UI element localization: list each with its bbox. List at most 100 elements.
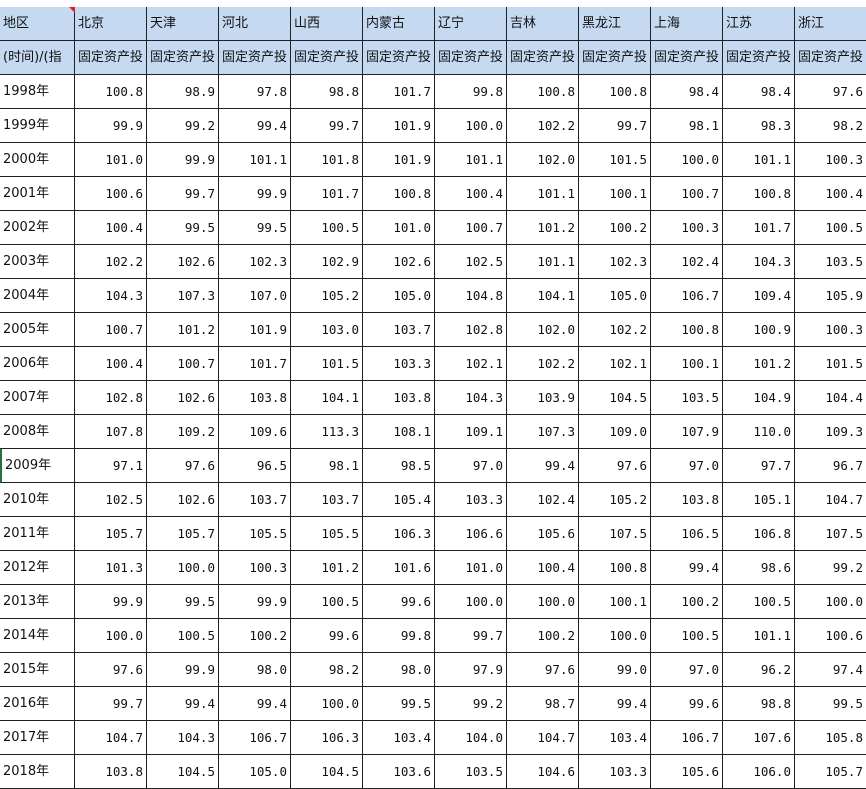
value-cell[interactable]: 105.0 <box>219 755 291 789</box>
value-cell[interactable]: 99.6 <box>651 687 723 721</box>
value-cell[interactable]: 105.5 <box>219 517 291 551</box>
value-cell[interactable]: 100.5 <box>651 619 723 653</box>
value-cell[interactable]: 104.3 <box>75 279 147 313</box>
year-cell[interactable]: 2011年 <box>0 517 75 551</box>
value-cell[interactable]: 99.7 <box>291 109 363 143</box>
value-cell[interactable]: 100.0 <box>651 143 723 177</box>
value-cell[interactable]: 103.8 <box>651 483 723 517</box>
value-cell[interactable]: 104.3 <box>435 381 507 415</box>
value-cell[interactable]: 101.9 <box>363 143 435 177</box>
value-cell[interactable]: 100.5 <box>723 585 795 619</box>
value-cell[interactable]: 101.7 <box>219 347 291 381</box>
year-cell[interactable]: 2014年 <box>0 619 75 653</box>
value-cell[interactable]: 109.2 <box>147 415 219 449</box>
value-cell[interactable]: 101.1 <box>219 143 291 177</box>
value-cell[interactable]: 100.7 <box>651 177 723 211</box>
value-cell[interactable]: 103.8 <box>219 381 291 415</box>
value-cell[interactable]: 101.2 <box>507 211 579 245</box>
value-cell[interactable]: 103.3 <box>363 347 435 381</box>
value-cell[interactable]: 96.7 <box>795 449 866 483</box>
value-cell[interactable]: 101.9 <box>363 109 435 143</box>
value-cell[interactable]: 100.9 <box>723 313 795 347</box>
value-cell[interactable]: 100.1 <box>651 347 723 381</box>
value-cell[interactable]: 99.2 <box>147 109 219 143</box>
year-cell[interactable]: 2015年 <box>0 653 75 687</box>
value-cell[interactable]: 99.6 <box>291 619 363 653</box>
value-cell[interactable]: 99.7 <box>75 687 147 721</box>
value-cell[interactable]: 106.3 <box>363 517 435 551</box>
value-cell[interactable]: 106.7 <box>651 279 723 313</box>
value-cell[interactable]: 101.7 <box>363 75 435 109</box>
value-cell[interactable]: 99.5 <box>147 585 219 619</box>
column-subheader[interactable]: 固定资产投 <box>219 41 291 75</box>
value-cell[interactable]: 103.4 <box>579 721 651 755</box>
value-cell[interactable]: 100.8 <box>363 177 435 211</box>
value-cell[interactable]: 97.6 <box>147 449 219 483</box>
value-cell[interactable]: 105.7 <box>75 517 147 551</box>
value-cell[interactable]: 97.4 <box>795 653 866 687</box>
value-cell[interactable]: 100.4 <box>507 551 579 585</box>
value-cell[interactable]: 100.7 <box>435 211 507 245</box>
value-cell[interactable]: 107.3 <box>147 279 219 313</box>
value-cell[interactable]: 100.6 <box>75 177 147 211</box>
value-cell[interactable]: 104.3 <box>723 245 795 279</box>
value-cell[interactable]: 105.5 <box>291 517 363 551</box>
value-cell[interactable]: 99.9 <box>219 585 291 619</box>
value-cell[interactable]: 100.0 <box>507 585 579 619</box>
column-subheader[interactable]: 固定资产投 <box>579 41 651 75</box>
value-cell[interactable]: 104.8 <box>435 279 507 313</box>
value-cell[interactable]: 101.0 <box>363 211 435 245</box>
value-cell[interactable]: 103.6 <box>363 755 435 789</box>
value-cell[interactable]: 102.4 <box>507 483 579 517</box>
value-cell[interactable]: 100.8 <box>651 313 723 347</box>
value-cell[interactable]: 101.1 <box>723 619 795 653</box>
value-cell[interactable]: 105.7 <box>795 755 866 789</box>
value-cell[interactable]: 99.9 <box>75 109 147 143</box>
value-cell[interactable]: 105.0 <box>363 279 435 313</box>
column-header[interactable]: 辽宁 <box>435 7 507 41</box>
value-cell[interactable]: 105.2 <box>579 483 651 517</box>
value-cell[interactable]: 102.2 <box>579 313 651 347</box>
value-cell[interactable]: 98.4 <box>651 75 723 109</box>
column-subheader[interactable]: 固定资产投 <box>651 41 723 75</box>
value-cell[interactable]: 98.1 <box>651 109 723 143</box>
value-cell[interactable]: 105.4 <box>363 483 435 517</box>
value-cell[interactable]: 99.8 <box>435 75 507 109</box>
value-cell[interactable]: 100.5 <box>291 585 363 619</box>
value-cell[interactable]: 101.1 <box>507 177 579 211</box>
value-cell[interactable]: 103.0 <box>291 313 363 347</box>
value-cell[interactable]: 102.6 <box>147 483 219 517</box>
value-cell[interactable]: 100.4 <box>435 177 507 211</box>
value-cell[interactable]: 100.1 <box>579 585 651 619</box>
value-cell[interactable]: 102.5 <box>435 245 507 279</box>
value-cell[interactable]: 100.0 <box>435 109 507 143</box>
value-cell[interactable]: 99.2 <box>795 551 866 585</box>
value-cell[interactable]: 98.2 <box>795 109 866 143</box>
value-cell[interactable]: 101.1 <box>435 143 507 177</box>
value-cell[interactable]: 103.3 <box>579 755 651 789</box>
value-cell[interactable]: 100.6 <box>795 619 866 653</box>
value-cell[interactable]: 102.0 <box>507 313 579 347</box>
value-cell[interactable]: 101.2 <box>147 313 219 347</box>
value-cell[interactable]: 98.9 <box>147 75 219 109</box>
value-cell[interactable]: 105.6 <box>507 517 579 551</box>
value-cell[interactable]: 104.3 <box>147 721 219 755</box>
value-cell[interactable]: 109.4 <box>723 279 795 313</box>
year-cell[interactable]: 2018年 <box>0 755 75 789</box>
year-cell[interactable]: 2001年 <box>0 177 75 211</box>
value-cell[interactable]: 101.5 <box>291 347 363 381</box>
value-cell[interactable]: 100.0 <box>579 619 651 653</box>
value-cell[interactable]: 102.2 <box>75 245 147 279</box>
column-header[interactable]: 浙江 <box>795 7 866 41</box>
value-cell[interactable]: 104.6 <box>507 755 579 789</box>
value-cell[interactable]: 103.8 <box>75 755 147 789</box>
year-cell[interactable]: 2016年 <box>0 687 75 721</box>
value-cell[interactable]: 102.3 <box>219 245 291 279</box>
value-cell[interactable]: 109.3 <box>795 415 866 449</box>
column-subheader[interactable]: 固定资产投 <box>723 41 795 75</box>
corner-subheader[interactable]: (时间)/(指 <box>0 41 75 75</box>
column-subheader[interactable]: 固定资产投 <box>507 41 579 75</box>
value-cell[interactable]: 97.9 <box>435 653 507 687</box>
value-cell[interactable]: 100.2 <box>507 619 579 653</box>
value-cell[interactable]: 97.0 <box>651 449 723 483</box>
